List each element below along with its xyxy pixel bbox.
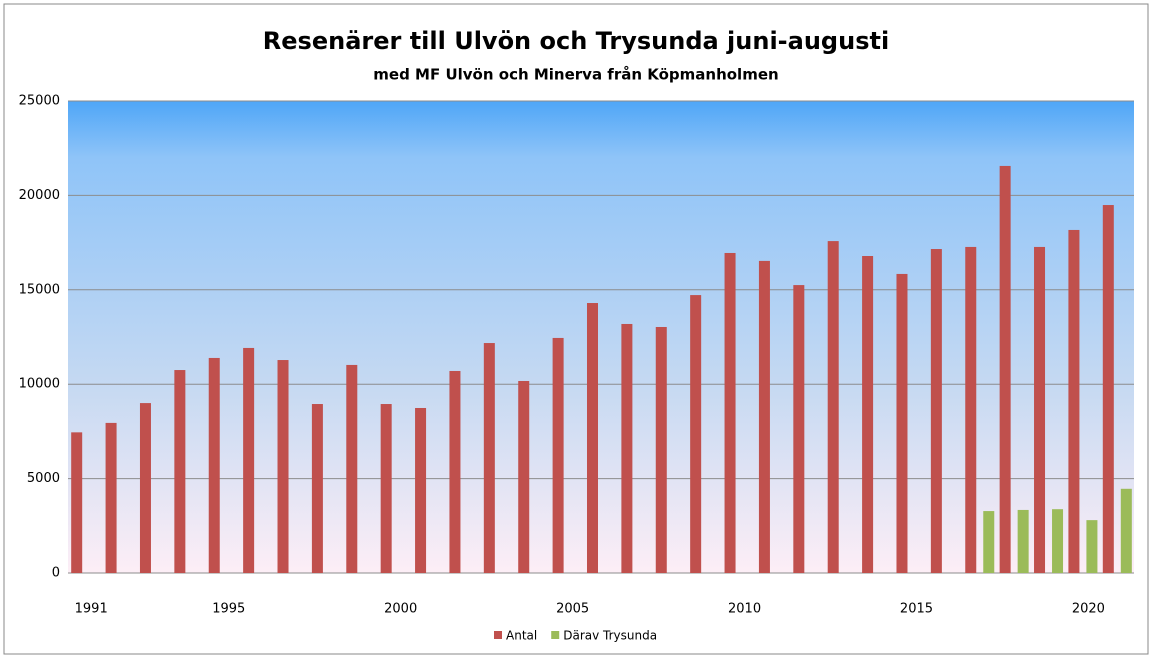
bar	[793, 285, 805, 573]
x-tick-label: 2015	[900, 602, 933, 617]
bar	[896, 273, 908, 573]
bar	[105, 422, 117, 573]
bar	[999, 165, 1011, 573]
bar	[1102, 205, 1114, 573]
legend-label: Antal	[506, 629, 537, 643]
y-tick-label: 10000	[19, 377, 60, 392]
bar	[930, 249, 942, 573]
y-tick-label: 15000	[19, 282, 60, 297]
bar	[552, 337, 564, 573]
bar	[1068, 229, 1080, 574]
bar	[724, 252, 736, 573]
legend-swatch	[494, 631, 502, 639]
x-tick-label: 1991	[75, 602, 108, 617]
x-tick-label: 2010	[728, 602, 761, 617]
bar	[380, 404, 392, 573]
bar	[449, 370, 461, 573]
legend-label: Därav Trysunda	[563, 629, 657, 643]
bar	[758, 260, 770, 573]
bar	[1086, 520, 1098, 573]
bar	[139, 403, 151, 573]
legend-swatch	[551, 631, 560, 639]
bar	[655, 326, 667, 573]
x-tick-label: 2000	[384, 602, 417, 617]
x-tick-label: 2020	[1072, 602, 1105, 617]
x-tick-label: 2005	[556, 602, 589, 617]
bar	[277, 360, 289, 573]
bar	[243, 347, 255, 573]
bar	[71, 432, 83, 573]
bar	[827, 241, 839, 573]
bar	[208, 357, 220, 573]
y-tick-label: 5000	[27, 471, 60, 486]
x-tick-label: 1995	[212, 602, 245, 617]
bar	[586, 303, 598, 573]
bar	[1017, 509, 1029, 573]
bar	[346, 364, 358, 573]
bar	[965, 246, 977, 574]
bar	[621, 323, 633, 573]
bar	[518, 380, 530, 573]
bar	[415, 407, 427, 573]
y-tick-label: 25000	[19, 94, 60, 109]
bar	[174, 370, 186, 573]
chart-title: Resenärer till Ulvön och Trysunda juni-a…	[263, 27, 889, 55]
bar	[690, 295, 702, 573]
bar	[311, 404, 323, 573]
bar	[1052, 509, 1064, 573]
chart-subtitle: med MF Ulvön och Minerva från Köpmanholm…	[373, 66, 778, 84]
bar	[862, 256, 874, 573]
bar	[1034, 246, 1046, 574]
bar	[983, 511, 995, 573]
bar	[1120, 488, 1132, 573]
bar	[483, 343, 495, 573]
y-tick-label: 0	[52, 566, 60, 581]
y-tick-label: 20000	[19, 188, 60, 203]
